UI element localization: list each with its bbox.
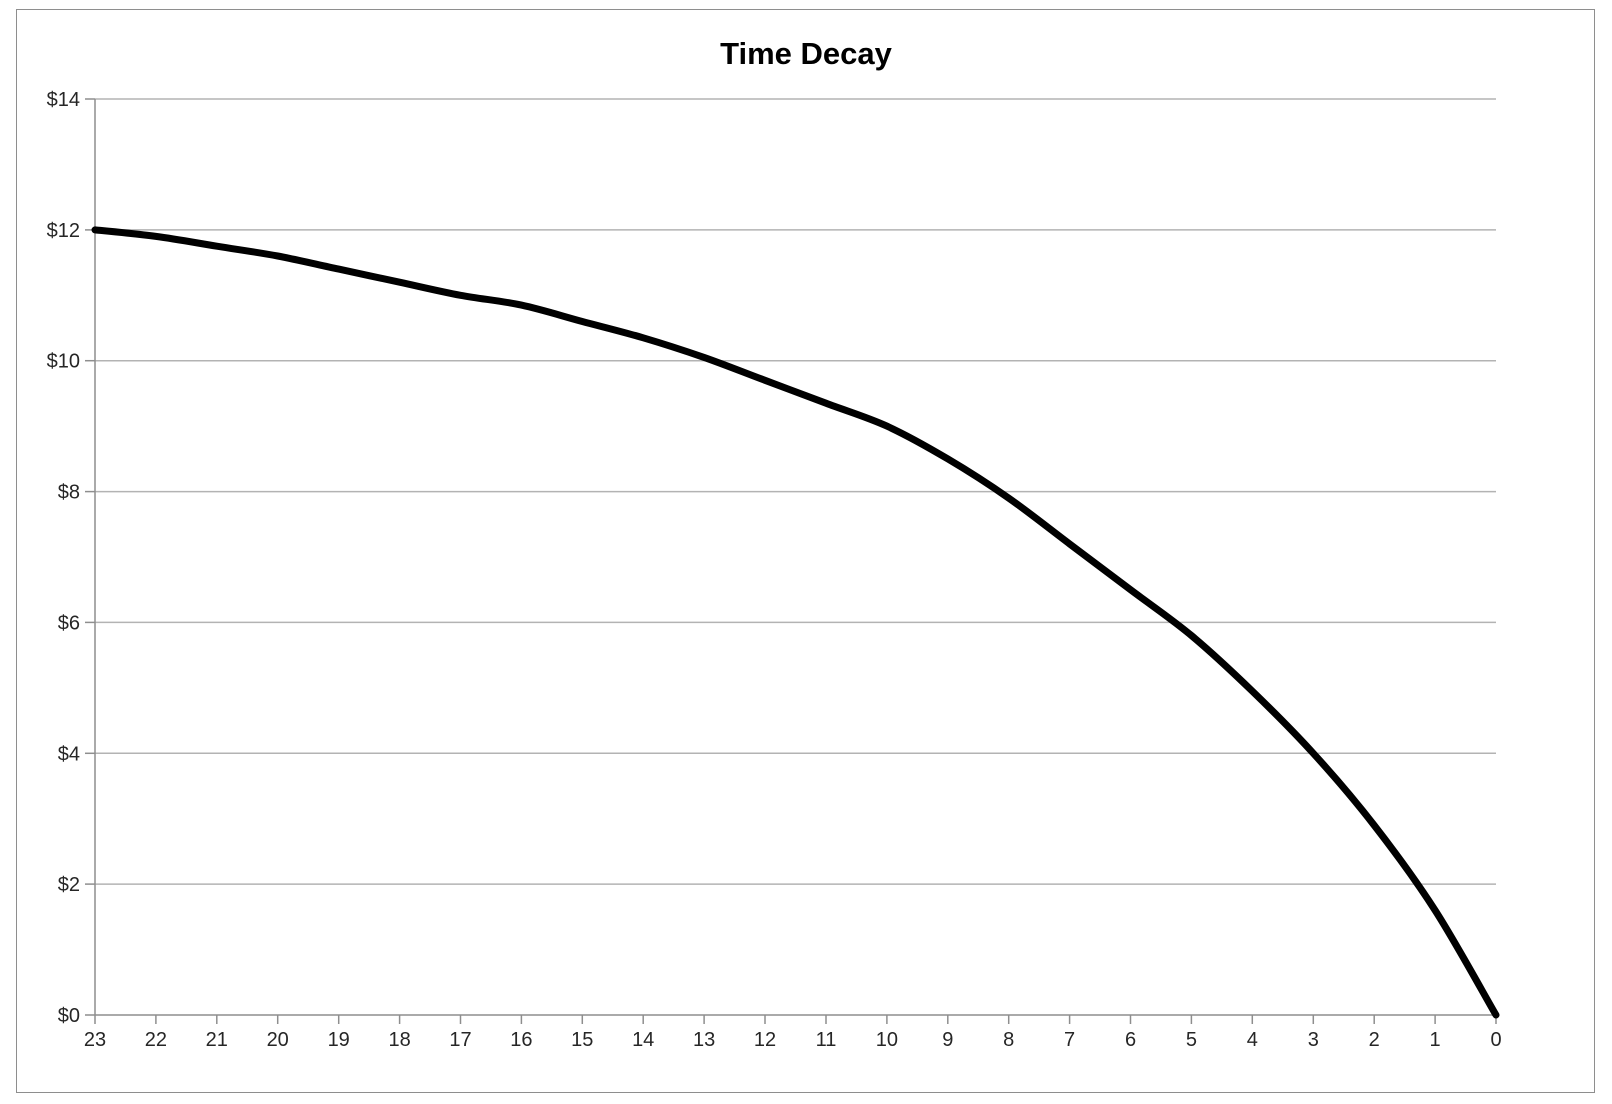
y-tick-label: $10 xyxy=(47,351,80,373)
x-tick-label: 8 xyxy=(1003,1029,1014,1051)
y-tick-label: $14 xyxy=(47,89,80,111)
x-tick-label: 22 xyxy=(145,1029,167,1051)
x-tick-label: 5 xyxy=(1186,1029,1197,1051)
y-tick-label: $8 xyxy=(58,482,80,504)
x-tick-label: 16 xyxy=(510,1029,532,1051)
x-tick-label: 2 xyxy=(1369,1029,1380,1051)
x-tick-label: 20 xyxy=(267,1029,289,1051)
x-tick-label: 4 xyxy=(1247,1029,1258,1051)
x-tick-label: 18 xyxy=(388,1029,410,1051)
x-tick-label: 1 xyxy=(1430,1029,1441,1051)
x-tick-label: 3 xyxy=(1308,1029,1319,1051)
chart-frame xyxy=(16,9,1595,1093)
x-tick-label: 11 xyxy=(816,1029,837,1051)
x-tick-label: 15 xyxy=(571,1029,593,1051)
x-tick-label: 10 xyxy=(876,1029,898,1051)
x-tick-label: 6 xyxy=(1125,1029,1136,1051)
series-line-option-value xyxy=(91,226,1500,1019)
y-tick-label: $4 xyxy=(58,743,80,765)
y-tick-label: $12 xyxy=(47,220,80,242)
x-tick-label: 14 xyxy=(632,1029,654,1051)
chart-title: Time Decay xyxy=(720,36,892,71)
x-tick-label: 13 xyxy=(693,1029,715,1051)
x-tick-label: 23 xyxy=(84,1029,106,1051)
y-tick-label: $2 xyxy=(58,874,80,896)
x-tick-label: 9 xyxy=(942,1029,953,1051)
y-tick-label: $0 xyxy=(58,1005,80,1027)
y-tick-label: $6 xyxy=(58,612,80,634)
x-tick-label: 7 xyxy=(1064,1029,1075,1051)
x-tick-label: 21 xyxy=(206,1029,228,1051)
x-tick-label: 19 xyxy=(328,1029,350,1051)
x-tick-label: 17 xyxy=(449,1029,471,1051)
x-tick-label: 0 xyxy=(1490,1029,1501,1051)
x-tick-label: 12 xyxy=(754,1029,776,1051)
